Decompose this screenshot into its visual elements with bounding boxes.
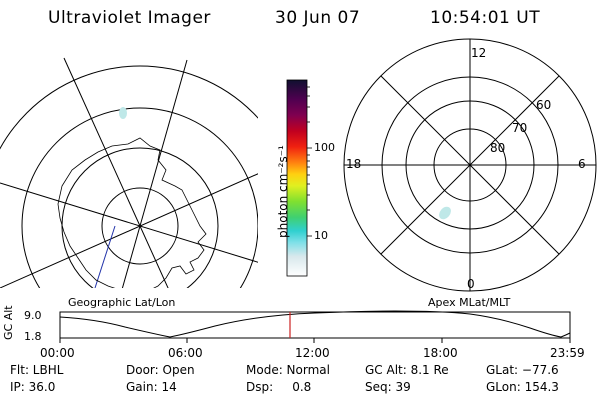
colorbar — [286, 79, 308, 277]
date-label: 30 Jun 07 — [275, 8, 361, 28]
lat-circle-1 — [101, 187, 179, 265]
mlt-label-12: 12 — [471, 46, 487, 60]
time-label: 10:54:01 UT — [430, 8, 541, 28]
aurora-patch — [119, 107, 127, 119]
coastline — [57, 137, 207, 288]
status-ip: IP: 36.0 — [10, 380, 56, 394]
timeline-xtick-2359: 23:59 — [550, 346, 585, 360]
meridian-4 — [0, 173, 258, 288]
timeline-xtick-1200: 12:00 — [295, 346, 330, 360]
altitude-curve — [59, 310, 571, 338]
mlt-label-18: 18 — [346, 157, 362, 171]
altitude-timeline — [59, 310, 571, 343]
satellite-track — [94, 225, 116, 288]
status-glat: GLat: −77.6 — [486, 363, 559, 377]
timeline-axis-label: GC Alt — [2, 305, 15, 340]
timeline-ytick-min: 1.8 — [24, 330, 42, 343]
geographic-map — [0, 57, 258, 288]
timeline-xtick-0000: 00:00 — [40, 346, 75, 360]
status-seq: Seq: 39 — [365, 380, 411, 394]
mlat-label-70: 70 — [512, 121, 528, 135]
status-filter: Flt: LBHL — [10, 363, 64, 377]
colorbar-tick-100: 100 — [314, 141, 335, 154]
status-dsp: Dsp: 0.8 — [246, 380, 312, 394]
status-gc-alt: GC Alt: 8.1 Re — [365, 363, 449, 377]
apex-map — [343, 38, 597, 292]
status-mode: Mode: Normal — [246, 363, 330, 377]
mlt-diagonal-2 — [380, 75, 560, 255]
timeline-ytick-max: 9.0 — [24, 309, 42, 322]
status-gain: Gain: 14 — [126, 380, 177, 394]
lat-circle-4 — [0, 65, 258, 150]
timeline-xtick-0600: 06:00 — [168, 346, 203, 360]
apex-caption: Apex MLat/MLT — [428, 296, 511, 309]
lat-circle-3 — [21, 107, 258, 288]
timeline-frame — [59, 311, 571, 339]
mlt-label-6: 6 — [578, 157, 586, 171]
status-door: Door: Open — [126, 363, 195, 377]
geographic-caption: Geographic Lat/Lon — [68, 296, 176, 309]
mlat-label-80: 80 — [490, 141, 506, 155]
apex-aurora-patch — [439, 206, 451, 220]
colorbar-unit-label: photon cm⁻²s⁻¹ — [276, 145, 290, 238]
status-glon: GLon: 154.3 — [486, 380, 559, 394]
mlat-label-60: 60 — [536, 98, 552, 112]
colorbar-tick-10: 10 — [314, 229, 328, 242]
instrument-title: Ultraviolet Imager — [48, 8, 211, 28]
colorbar-ticks — [307, 86, 312, 237]
timeline-xtick-1800: 18:00 — [423, 346, 458, 360]
mlt-label-0: 0 — [467, 277, 475, 291]
